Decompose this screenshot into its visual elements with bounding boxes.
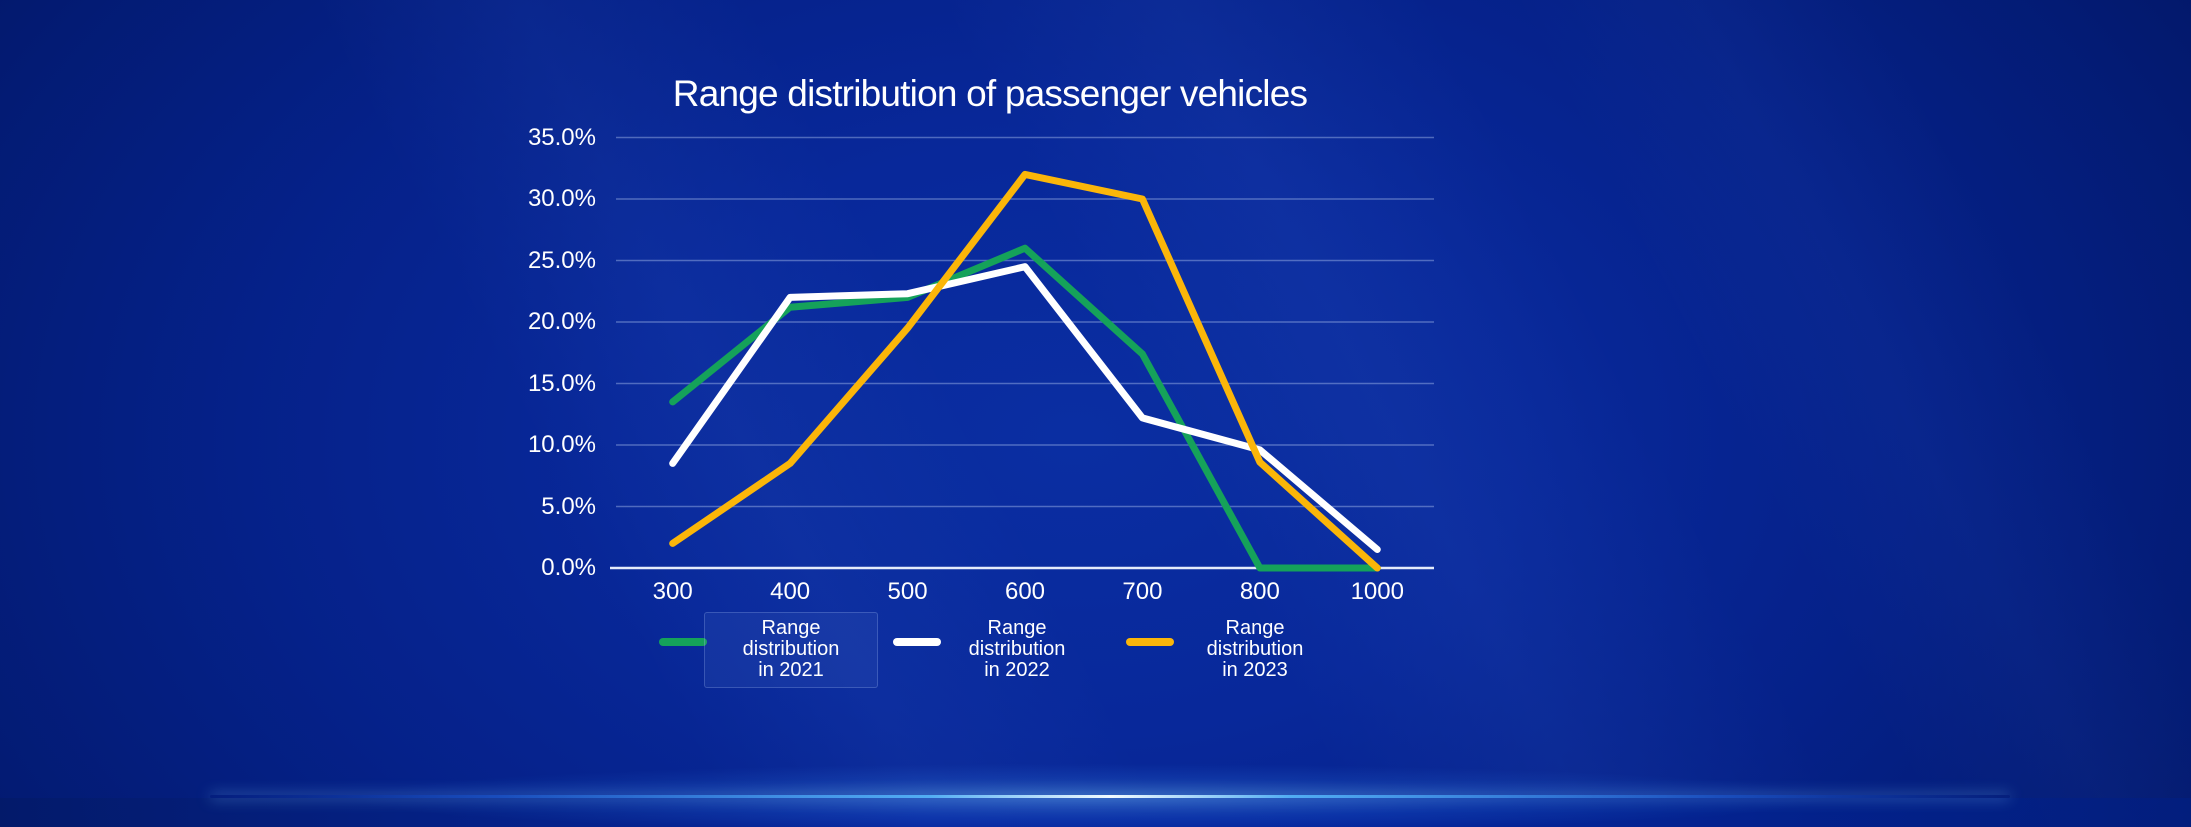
- x-tick-label-1000: 1000: [1350, 578, 1404, 605]
- x-tick-label-600: 600: [1004, 578, 1046, 605]
- legend-label-line: distribution: [1206, 638, 1304, 660]
- chart-title: Range distribution of passenger vehicles: [672, 73, 1308, 114]
- legend-label-line: Range: [761, 617, 821, 639]
- legend-item-2021[interactable]: Range distribution in 2021: [655, 612, 891, 688]
- legend-swatch-2022: [893, 638, 941, 646]
- legend-item-2023[interactable]: Range distribution in 2023: [1122, 612, 1358, 688]
- series-line-2021: [669, 244, 1381, 572]
- y-tick-label-200: 20.0%: [527, 308, 596, 335]
- y-tick-label-350: 35.0%: [527, 123, 596, 151]
- y-tick-label-00: 0.0%: [541, 554, 596, 581]
- legend-label-line: Range: [1225, 617, 1285, 639]
- series-line-2023: [669, 170, 1381, 572]
- y-tick-label-150: 15.0%: [527, 369, 596, 397]
- background-floor: [0, 798, 2191, 827]
- legend-label-2022: Range distribution in 2022: [930, 612, 1104, 688]
- x-tick-label-400: 400: [770, 578, 811, 605]
- legend-label-2023: Range distribution in 2023: [1168, 612, 1342, 688]
- legend-label-line: distribution: [968, 638, 1066, 660]
- series-line-2022: [669, 263, 1381, 553]
- legend-swatch-2021: [659, 638, 707, 646]
- y-tick-label-100: 10.0%: [527, 431, 596, 458]
- y-tick-label-300: 30.0%: [527, 185, 596, 212]
- legend-label-2021: Range distribution in 2021: [704, 612, 878, 688]
- legend-label-line: Range: [987, 617, 1047, 639]
- x-tick-label-500: 500: [887, 578, 928, 605]
- x-tick-label-300: 300: [652, 578, 693, 605]
- x-tick-label-700: 700: [1122, 578, 1163, 605]
- legend-label-line: distribution: [742, 638, 840, 660]
- legend-label-line: in 2023: [1222, 659, 1288, 681]
- y-tick-label-50: 5.0%: [541, 492, 596, 520]
- y-tick-label-250: 25.0%: [527, 246, 596, 274]
- legend-label-line: in 2021: [758, 659, 824, 681]
- legend-label-line: in 2022: [984, 659, 1050, 681]
- legend-swatch-2023: [1126, 638, 1174, 646]
- legend-item-2022[interactable]: Range distribution in 2022: [889, 612, 1125, 688]
- gridlines: [610, 136, 1434, 570]
- x-tick-label-800: 800: [1239, 578, 1280, 605]
